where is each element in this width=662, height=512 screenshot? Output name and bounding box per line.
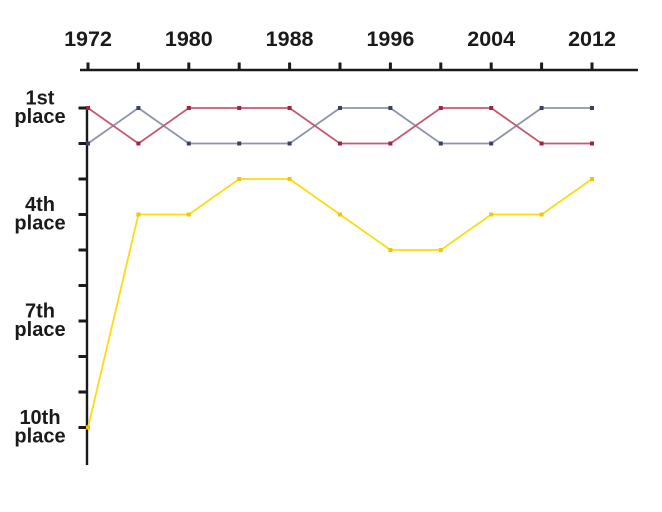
x-axis-year-label: 1988 xyxy=(266,27,314,51)
data-point-marker xyxy=(489,106,494,110)
series-line-red-series xyxy=(87,107,592,145)
data-point-marker xyxy=(539,212,544,217)
y-axis-place-label: place xyxy=(14,213,65,235)
data-point-marker xyxy=(136,141,141,146)
x-axis: 1972 1980 1988 1996 2004 2012 xyxy=(64,27,638,72)
data-point-marker xyxy=(388,141,393,146)
data-point-marker xyxy=(590,177,594,181)
data-point-marker xyxy=(489,141,494,146)
y-axis-place-label: 7th xyxy=(25,301,55,323)
data-point-marker xyxy=(438,141,443,146)
data-point-marker xyxy=(489,212,494,217)
data-point-marker xyxy=(186,212,191,217)
x-axis-year-label: 1996 xyxy=(366,27,414,51)
data-point-marker xyxy=(388,248,393,252)
data-point-marker xyxy=(237,141,242,146)
series-yellow-series xyxy=(86,177,594,430)
y-axis-place-label: place xyxy=(14,319,65,341)
data-point-marker xyxy=(86,106,90,110)
data-point-marker xyxy=(539,106,544,110)
data-point-marker xyxy=(338,141,342,146)
data-point-marker xyxy=(287,141,292,146)
data-point-marker xyxy=(287,177,292,181)
y-axis-place-label: 4th xyxy=(25,194,55,216)
data-point-marker xyxy=(590,141,594,146)
data-point-marker xyxy=(338,106,342,110)
x-axis-year-label: 2004 xyxy=(467,27,515,51)
data-point-marker xyxy=(136,106,141,110)
data-point-marker xyxy=(186,141,191,146)
y-axis-place-label: 10th xyxy=(19,407,60,429)
data-point-marker xyxy=(287,106,292,110)
data-point-marker xyxy=(388,106,393,110)
y-axis-place-label: place xyxy=(14,106,65,128)
data-point-marker xyxy=(86,141,90,146)
series-red-series xyxy=(86,106,594,146)
data-point-marker xyxy=(86,425,90,430)
data-point-marker xyxy=(237,177,242,181)
data-point-marker xyxy=(539,141,544,146)
x-axis-year-label: 1972 xyxy=(64,27,112,51)
y-axis-place-label: place xyxy=(14,426,65,448)
series-blue-series xyxy=(86,106,594,146)
data-point-marker xyxy=(438,248,443,252)
data-point-marker xyxy=(438,106,443,110)
data-point-marker xyxy=(338,212,342,217)
x-axis-year-label: 2012 xyxy=(568,27,616,51)
data-point-marker xyxy=(136,212,141,217)
data-point-marker xyxy=(186,106,191,110)
data-point-marker xyxy=(590,106,594,110)
y-axis-place-label: 1st xyxy=(26,88,55,110)
x-axis-year-label: 1980 xyxy=(165,27,213,51)
data-point-marker xyxy=(237,106,242,110)
